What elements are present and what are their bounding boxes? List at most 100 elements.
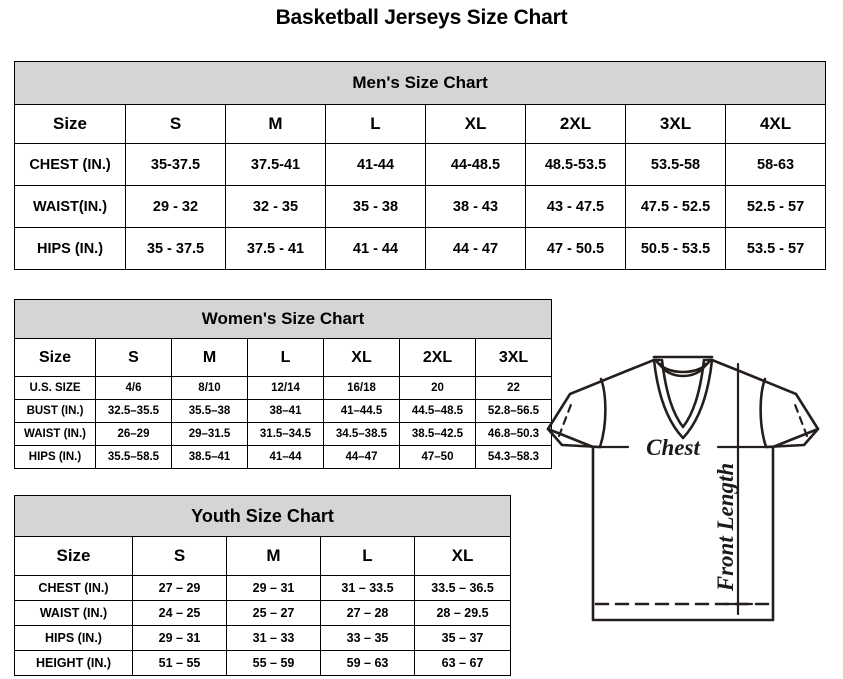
table-row: CHEST (IN.) 27 – 29 29 – 31 31 – 33.5 33…	[14, 575, 512, 601]
front-length-label: Front Length	[713, 463, 738, 592]
womens-cell: 29–31.5	[171, 422, 248, 446]
womens-header-3xl: 3XL	[474, 338, 553, 377]
womens-cell: 20	[399, 376, 476, 400]
mens-cell: 35 - 38	[325, 185, 426, 228]
womens-band-row: Women's Size Chart	[13, 299, 553, 339]
mens-row-label: HIPS (IN.)	[14, 227, 126, 270]
youth-row-label: HEIGHT (IN.)	[14, 650, 133, 676]
mens-cell: 48.5-53.5	[525, 143, 626, 186]
mens-header-4xl: 4XL	[724, 104, 827, 144]
table-row: HIPS (IN.) 35 - 37.5 37.5 - 41 41 - 44 4…	[14, 227, 827, 270]
womens-cell: 26–29	[95, 422, 172, 446]
table-row: U.S. SIZE 4/6 8/10 12/14 16/18 20 22	[14, 376, 553, 400]
mens-cell: 29 - 32	[125, 185, 226, 228]
mens-cell: 43 - 47.5	[525, 185, 626, 228]
womens-cell: 38–41	[247, 399, 324, 423]
youth-band-title: Youth Size Chart	[13, 495, 512, 537]
jersey-vneck-middle	[660, 358, 706, 429]
womens-size-table: Women's Size Chart Size S M L XL 2XL 3XL…	[13, 299, 553, 469]
mens-cell: 35-37.5	[125, 143, 226, 186]
womens-cell: 35.5–58.5	[95, 445, 172, 469]
youth-cell: 59 – 63	[320, 650, 415, 676]
table-row: HIPS (IN.) 35.5–58.5 38.5–41 41–44 44–47…	[14, 445, 553, 469]
table-row: CHEST (IN.) 35-37.5 37.5-41 41-44 44-48.…	[14, 143, 827, 186]
jersey-vneck-outer	[652, 358, 714, 440]
youth-header-l: L	[320, 536, 415, 576]
mens-cell: 47 - 50.5	[525, 227, 626, 270]
jersey-right-cuff-outline	[764, 427, 820, 449]
mens-cell: 47.5 - 52.5	[625, 185, 726, 228]
womens-cell: 41–44.5	[323, 399, 400, 423]
youth-cell: 31 – 33	[226, 625, 321, 651]
womens-cell: 31.5–34.5	[247, 422, 324, 446]
womens-cell: 38.5–42.5	[399, 422, 476, 446]
mens-header-xl: XL	[425, 104, 526, 144]
youth-cell: 51 – 55	[132, 650, 227, 676]
mens-cell: 32 - 35	[225, 185, 326, 228]
table-row: HEIGHT (IN.) 51 – 55 55 – 59 59 – 63 63 …	[14, 650, 512, 676]
youth-header-row: Size S M L XL	[14, 536, 512, 576]
womens-cell: 41–44	[247, 445, 324, 469]
chest-label: Chest	[646, 435, 700, 460]
table-row: WAIST (IN.) 24 – 25 25 – 27 27 – 28 28 –…	[14, 600, 512, 626]
mens-cell: 44 - 47	[425, 227, 526, 270]
womens-cell: 16/18	[323, 376, 400, 400]
womens-cell: 44.5–48.5	[399, 399, 476, 423]
mens-header-l: L	[325, 104, 426, 144]
womens-cell: 35.5–38	[171, 399, 248, 423]
mens-cell: 41 - 44	[325, 227, 426, 270]
womens-cell: 12/14	[247, 376, 324, 400]
page-title: Basketball Jerseys Size Chart	[275, 6, 568, 29]
womens-cell: 34.5–38.5	[323, 422, 400, 446]
womens-header-s: S	[95, 338, 172, 377]
jersey-left-cuff-stitch	[557, 400, 574, 438]
mens-cell: 58-63	[724, 143, 827, 186]
womens-row-label: WAIST (IN.)	[14, 422, 96, 446]
mens-header-row: Size S M L XL 2XL 3XL 4XL	[14, 104, 827, 144]
youth-row-label: CHEST (IN.)	[14, 575, 133, 601]
youth-header-size: Size	[14, 536, 133, 576]
mens-cell: 35 - 37.5	[125, 227, 226, 270]
womens-header-xl: XL	[323, 338, 400, 377]
youth-cell: 25 – 27	[226, 600, 321, 626]
youth-header-m: M	[226, 536, 321, 576]
mens-cell: 50.5 - 53.5	[625, 227, 726, 270]
womens-cell: 32.5–35.5	[95, 399, 172, 423]
mens-header-size: Size	[14, 104, 126, 144]
table-row: BUST (IN.) 32.5–35.5 35.5–38 38–41 41–44…	[14, 399, 553, 423]
womens-row-label: HIPS (IN.)	[14, 445, 96, 469]
youth-cell: 24 – 25	[132, 600, 227, 626]
mens-cell: 41-44	[325, 143, 426, 186]
mens-row-label: WAIST(IN.)	[14, 185, 126, 228]
jersey-illustration: Chest Front Length	[546, 355, 820, 622]
womens-cell: 44–47	[323, 445, 400, 469]
mens-size-table: Men's Size Chart Size S M L XL 2XL 3XL 4…	[13, 61, 827, 270]
jersey-torso-outline	[591, 445, 775, 622]
womens-cell: 47–50	[399, 445, 476, 469]
youth-row-label: HIPS (IN.)	[14, 625, 133, 651]
mens-header-s: S	[125, 104, 226, 144]
jersey-measurement-diagram: Chest Front Length	[528, 352, 838, 672]
jersey-right-cuff-stitch	[792, 400, 809, 438]
mens-cell: 37.5 - 41	[225, 227, 326, 270]
mens-cell: 38 - 43	[425, 185, 526, 228]
youth-cell: 29 – 31	[226, 575, 321, 601]
youth-cell: 29 – 31	[132, 625, 227, 651]
mens-header-2xl: 2XL	[525, 104, 626, 144]
mens-cell: 53.5-58	[625, 143, 726, 186]
womens-header-m: M	[171, 338, 248, 377]
jersey-right-sleeve-outline	[710, 358, 820, 449]
womens-cell: 8/10	[171, 376, 248, 400]
youth-size-table: Youth Size Chart Size S M L XL CHEST (IN…	[13, 495, 512, 676]
womens-row-label: U.S. SIZE	[14, 376, 96, 400]
womens-row-label: BUST (IN.)	[14, 399, 96, 423]
womens-cell: 38.5–41	[171, 445, 248, 469]
youth-cell: 55 – 59	[226, 650, 321, 676]
mens-cell: 53.5 - 57	[724, 227, 827, 270]
mens-row-label: CHEST (IN.)	[14, 143, 126, 186]
youth-row-label: WAIST (IN.)	[14, 600, 133, 626]
womens-header-row: Size S M L XL 2XL 3XL	[14, 338, 553, 377]
mens-cell: 37.5-41	[225, 143, 326, 186]
youth-cell: 63 – 67	[413, 650, 512, 676]
womens-cell: 22	[474, 376, 553, 400]
